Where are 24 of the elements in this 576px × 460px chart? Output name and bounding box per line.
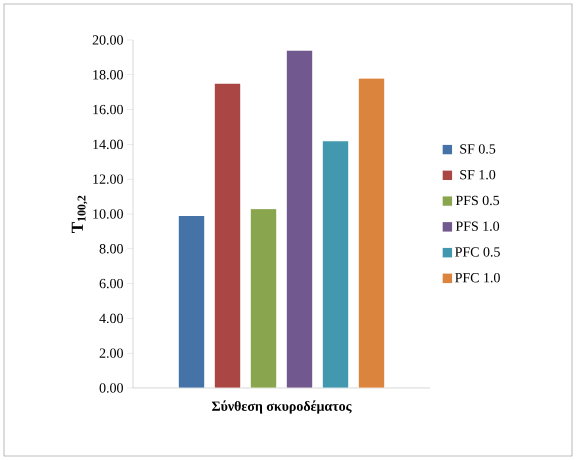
- y-tick-label: 8.00: [100, 244, 123, 254]
- bar: [250, 208, 277, 388]
- x-axis-title: Σύνθεση σκυροδέματος: [212, 400, 352, 414]
- y-tick-label: 14.00: [93, 140, 123, 150]
- y-tick-label: 10.00: [93, 209, 123, 219]
- y-tick-label: 18.00: [93, 70, 123, 80]
- bar: [322, 140, 349, 388]
- y-tick-label: 16.00: [93, 104, 123, 114]
- bar: [286, 50, 313, 388]
- bar: [178, 215, 205, 388]
- legend-label: PFC 1.0: [455, 272, 500, 282]
- y-tick-label: 12.00: [93, 174, 123, 184]
- legend-label: SF 0.5: [460, 144, 496, 154]
- legend-label: PFC 0.5: [455, 247, 500, 257]
- y-axis-title: T$_{100,2}$: [72, 196, 88, 233]
- legend-label: SF 1.0: [460, 170, 496, 180]
- y-tick-label: 20.00: [92, 35, 123, 45]
- y-tick-label: 4.00: [99, 314, 123, 324]
- legend-label: PFS 0.5: [456, 196, 500, 206]
- y-tick-label: 2.00: [100, 348, 123, 358]
- y-tick-label: 0.00: [100, 383, 123, 393]
- legend-label: PFS 1.0: [456, 221, 500, 231]
- bar: [214, 83, 241, 388]
- y-tick-label: 6.00: [100, 278, 123, 288]
